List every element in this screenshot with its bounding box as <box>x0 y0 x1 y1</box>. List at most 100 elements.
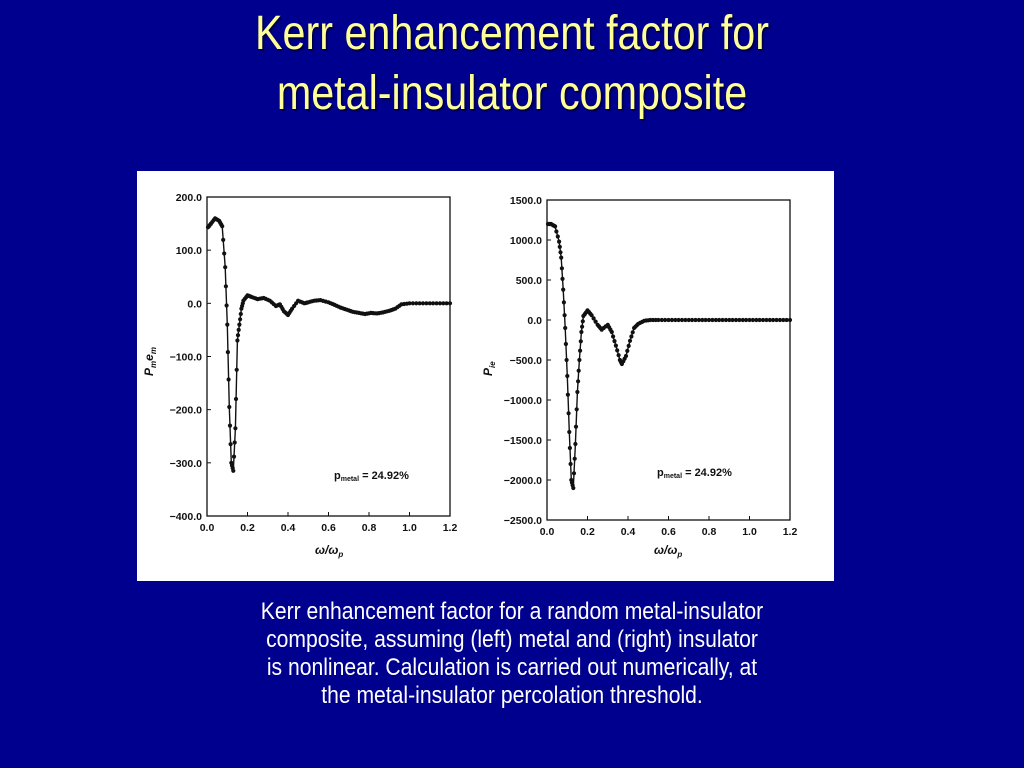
chart-right-data-point <box>754 317 759 323</box>
chart-left-data-point <box>237 322 242 327</box>
chart-right-y-tick-label: 1500.0 <box>510 195 542 207</box>
chart-right-data-point <box>559 255 564 260</box>
chart-right-data-point <box>613 343 618 348</box>
chart-right-x-tick-label: 1.2 <box>783 526 798 538</box>
chart-right-data-point <box>580 324 585 329</box>
chart-right-data-point <box>560 276 565 281</box>
chart-left-data-point <box>407 301 412 306</box>
chart-right-data-point <box>563 325 568 331</box>
chart-right-data-point <box>573 424 579 429</box>
chart-right-data-point <box>561 300 566 305</box>
chart-right-data-point <box>562 313 567 318</box>
chart-left-data-point <box>225 322 230 327</box>
chart-left-y-tick-label: 100.0 <box>176 245 202 257</box>
chart-left-y-tick-label: −200.0 <box>170 405 203 417</box>
chart-right-data-point <box>663 317 668 323</box>
chart-right-data-point <box>686 317 691 323</box>
chart-right-data-point <box>557 239 562 244</box>
chart-right-data-point <box>565 392 570 397</box>
chart-right-data-point <box>565 373 570 379</box>
chart-right-x-axis-label: ω/ωp <box>654 543 682 559</box>
chart-left-data-point <box>224 303 229 308</box>
chart-right-data-point <box>573 441 578 447</box>
chart-right-data-point <box>760 317 766 323</box>
chart-right-y-tick-label: 0.0 <box>527 315 542 327</box>
chart-left-x-axis-label: ω/ωp <box>315 543 343 559</box>
chart-left-data-point <box>235 338 240 343</box>
chart-right-data-point <box>623 353 629 359</box>
figure-panel: 200.0 100.0 0.0 −100.0 −200.0 −300.0 −400.0 0.… <box>137 171 834 581</box>
chart-right-data-point <box>710 317 715 323</box>
chart-right-data-point <box>730 317 735 323</box>
slide-title-line-2: metal-insulator composite <box>276 67 748 120</box>
chart-right-data-point <box>572 456 577 461</box>
chart-left-data-point <box>223 265 228 270</box>
chart-right-data-point <box>561 287 566 292</box>
chart-right-data-point <box>666 317 671 323</box>
chart-left-data-point <box>434 301 439 306</box>
slide-title-line-1: Kerr enhancement factor for <box>255 7 769 60</box>
chart-left-data-point <box>227 423 233 428</box>
chart-right-data-point <box>615 348 620 353</box>
chart-right-data-point <box>553 224 558 229</box>
chart-right-data-point <box>723 317 729 323</box>
chart-left-y-tick-label: −300.0 <box>170 458 203 470</box>
chart-right-data-point <box>717 317 722 323</box>
chart-right: 1500.0 1000.0 500.0 0.0 −500.0 −1000.0 −1500.0… <box>481 195 797 559</box>
chart-left-data-point <box>437 301 442 306</box>
chart-right-data-point <box>577 357 582 363</box>
chart-right-x-tick-label: 0.6 <box>661 526 676 538</box>
chart-left-x-ticks: 0.0 0.2 0.4 0.6 0.8 1.0 1.2 <box>200 512 457 534</box>
chart-left-data-point <box>424 301 429 306</box>
chart-left-data-point <box>414 301 419 306</box>
chart-right-data-point <box>690 317 695 323</box>
chart-right-data-point <box>673 317 678 323</box>
chart-right-data-point <box>703 317 708 323</box>
chart-right-data-point <box>568 461 573 467</box>
chart-right-data-point <box>679 317 685 323</box>
chart-left-y-tick-label: −100.0 <box>170 352 203 364</box>
chart-right-data-point <box>576 368 581 373</box>
chart-right-y-tick-label: −1500.0 <box>504 435 542 447</box>
chart-right-data-point <box>750 317 756 323</box>
chart-right-data-point <box>676 317 681 323</box>
caption-line-1: Kerr enhancement factor for a random met… <box>260 598 764 625</box>
chart-right-x-tick-label: 0.4 <box>621 526 636 538</box>
chart-left-data-point <box>410 301 415 306</box>
chart-right-data-point <box>575 389 580 395</box>
chart-right-series-line <box>548 223 790 489</box>
chart-right-data-point <box>720 317 725 323</box>
chart-right-data-point <box>764 317 769 323</box>
chart-left-data-point <box>427 301 432 306</box>
chart-right-data-point <box>559 266 564 271</box>
chart-right-data-point <box>706 317 712 323</box>
chart-right-data-point <box>578 339 583 344</box>
chart-right-y-tick-label: −500.0 <box>510 355 543 367</box>
chart-left-data-point <box>220 224 225 229</box>
chart-left-data-point <box>228 442 233 447</box>
chart-left-data-point <box>233 396 239 402</box>
chart-right-data-point <box>564 357 569 363</box>
chart-right-data-point <box>669 317 675 323</box>
chart-right-data-point <box>713 317 718 323</box>
chart-right-plot-frame <box>546 199 791 521</box>
chart-right-data-point <box>567 445 572 451</box>
chart-left-data-point <box>238 311 243 317</box>
chart-right-data-point <box>571 485 576 491</box>
chart-right-data-point <box>566 411 571 416</box>
chart-right-x-tick-label: 0.8 <box>702 526 717 538</box>
chart-right-y-tick-label: 500.0 <box>516 275 542 287</box>
chart-left-y-tick-label: 200.0 <box>176 192 202 204</box>
chart-right-y-tick-label: −2000.0 <box>504 475 542 487</box>
slide-title: Kerr enhancement factor for metal-insula… <box>72 4 953 124</box>
chart-left-data-point <box>233 426 238 431</box>
chart-right-data-point <box>683 317 688 323</box>
chart-right-data-point <box>656 317 661 323</box>
chart-right-x-tick-label: 1.0 <box>742 526 757 538</box>
chart-left-series-line <box>207 217 450 471</box>
chart-right-data-point <box>659 317 664 323</box>
chart-right-data-point <box>563 341 568 347</box>
slide-caption: Kerr enhancement factor for a random met… <box>185 598 840 710</box>
chart-left-x-tick-label: 0.6 <box>321 522 336 534</box>
chart-right-data-point <box>589 313 594 318</box>
